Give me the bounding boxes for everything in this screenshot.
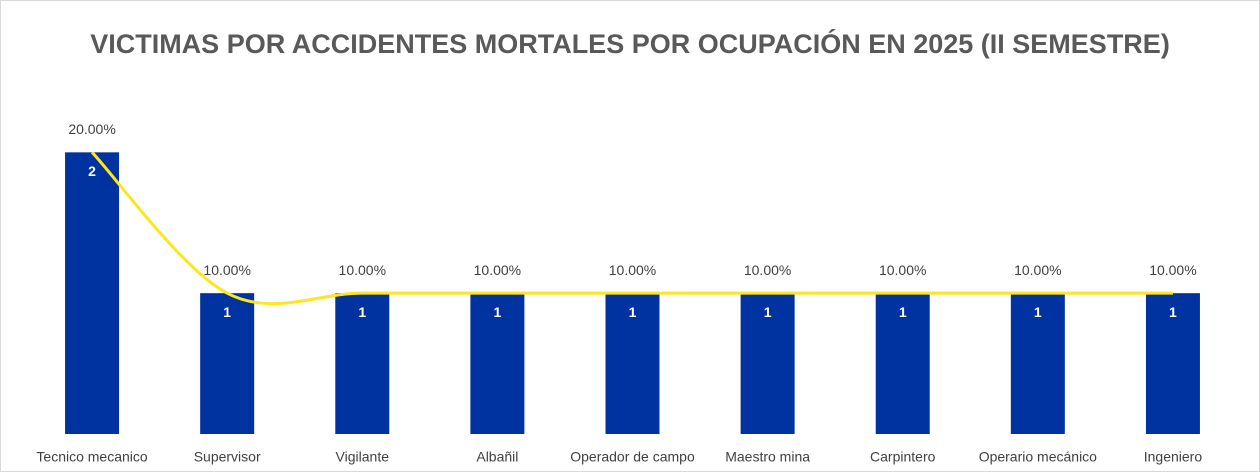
bar-label: 1 [223, 304, 231, 320]
line-label: 10.00% [339, 262, 386, 278]
bar [875, 293, 930, 434]
bar [740, 293, 795, 434]
bar [1145, 293, 1200, 434]
bar-label: 2 [88, 163, 96, 179]
bar-label: 1 [1169, 304, 1177, 320]
line-label: 10.00% [203, 262, 250, 278]
line-label: 10.00% [744, 262, 791, 278]
bar [605, 293, 660, 434]
bar [1010, 293, 1065, 434]
bar-label: 1 [1034, 304, 1042, 320]
x-tick-label: Ingeniero [1144, 449, 1203, 465]
bar-label: 1 [629, 304, 637, 320]
x-tick-label: Tecnico mecanico [36, 449, 147, 465]
x-tick-label: Albañil [476, 449, 518, 465]
line-label: 10.00% [1014, 262, 1061, 278]
x-tick-label: Operador de campo [570, 449, 695, 465]
line-label: 10.00% [609, 262, 656, 278]
x-tick-label: Vigilante [336, 449, 390, 465]
line-label: 10.00% [1149, 262, 1196, 278]
bar [335, 293, 390, 434]
line-label: 20.00% [68, 121, 115, 137]
bar [65, 152, 120, 435]
line [90, 151, 1173, 306]
line-label: 10.00% [879, 262, 926, 278]
line-label: 10.00% [474, 262, 521, 278]
bar-label: 1 [358, 304, 366, 320]
bar [200, 293, 255, 434]
bar [470, 293, 525, 434]
x-tick-label: Supervisor [194, 449, 261, 465]
x-tick-label: Maestro mina [725, 449, 810, 465]
x-tick-label: Operario mecánico [979, 449, 1097, 465]
bar-label: 1 [764, 304, 772, 320]
chart-title: VICTIMAS POR ACCIDENTES MORTALES POR OCU… [90, 28, 1170, 59]
bar-label: 1 [493, 304, 501, 320]
x-tick-label: Carpintero [870, 449, 936, 465]
bar-label: 1 [899, 304, 907, 320]
